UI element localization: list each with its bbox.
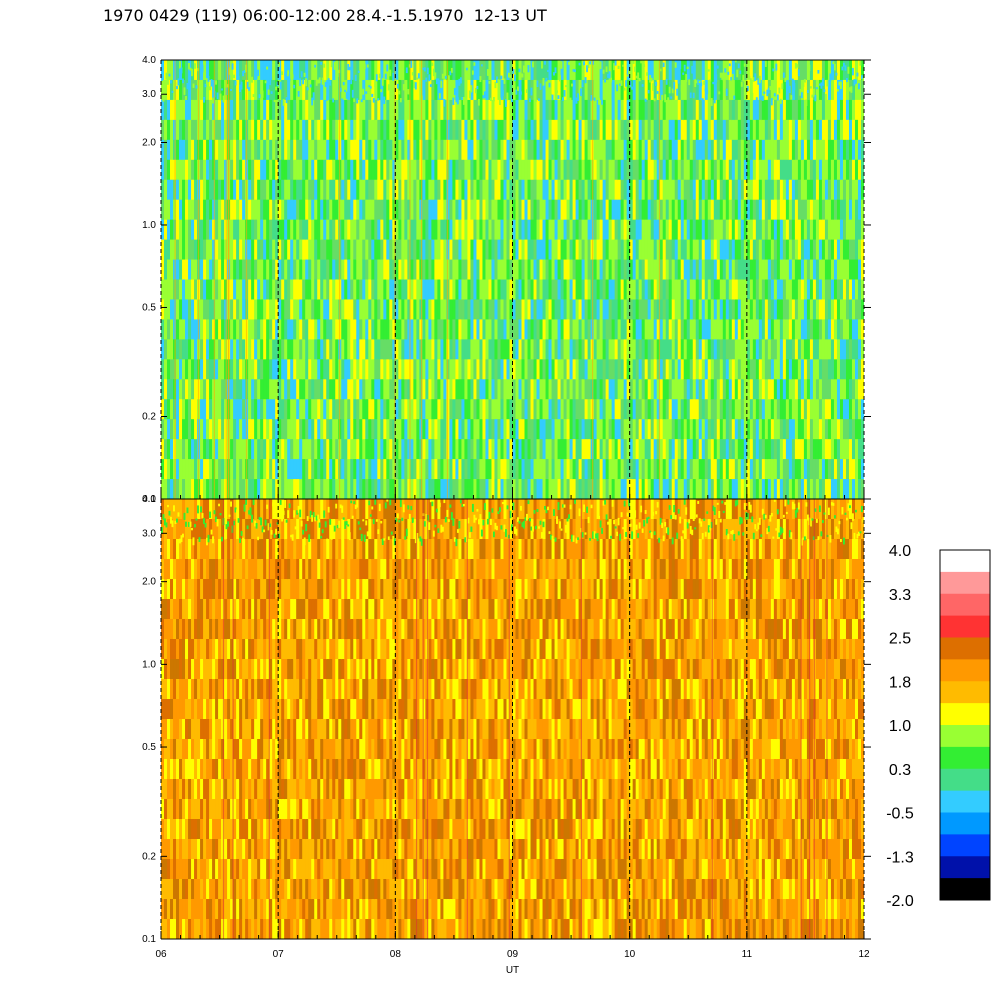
colorbar-swatch xyxy=(940,790,990,814)
colorbar-label: 1.8 xyxy=(889,674,911,691)
x-tick-label: 09 xyxy=(507,949,519,960)
lower-y-tick-label: 0.2 xyxy=(142,851,156,862)
lower-y-tick-label: 0.1 xyxy=(142,934,156,945)
colorbar-label: 3.3 xyxy=(889,587,911,604)
colorbar: 4.0 3.3 2.5 1.8 1.0 0.3 -0.5 -1.3 -2.0 xyxy=(886,543,991,910)
x-axis-label: UT xyxy=(506,965,519,976)
colorbar-swatch xyxy=(940,571,990,595)
colorbar-label: 0.3 xyxy=(889,762,911,779)
lower-y-tick-label: 1.0 xyxy=(142,659,156,670)
x-tick-label: 06 xyxy=(155,949,167,960)
colorbar-swatch xyxy=(940,812,990,835)
lower-y-tick-label: 2.0 xyxy=(142,577,156,588)
colorbar-label: 2.5 xyxy=(889,631,911,648)
x-tick-label: 12 xyxy=(858,949,870,960)
colorbar-swatch xyxy=(940,768,990,792)
colorbar-swatch xyxy=(940,659,990,682)
colorbar-swatch xyxy=(940,637,990,660)
x-tick-label: 10 xyxy=(624,949,636,960)
colorbar-label: 4.0 xyxy=(889,543,911,560)
colorbar-label: -1.3 xyxy=(886,849,914,866)
colorbar-swatch xyxy=(940,703,990,726)
chart-title: 1970 0429 (119) 06:00-12:00 28.4.-1.5.19… xyxy=(103,6,547,25)
upper-y-tick-label: 0.1 xyxy=(142,494,156,505)
x-tick-label: 08 xyxy=(390,949,402,960)
lower-y-tick-label: 4.0 xyxy=(142,494,156,505)
colorbar-frame xyxy=(939,549,991,901)
colorbar-label: -0.5 xyxy=(886,806,914,823)
colorbar-swatch xyxy=(940,593,990,617)
x-tick-label: 11 xyxy=(742,949,753,960)
colorbar-label: 1.0 xyxy=(889,718,911,735)
colorbar-swatch xyxy=(940,746,990,770)
upper-y-tick-label: 3.0 xyxy=(142,89,156,100)
colorbar-swatch xyxy=(940,856,990,879)
upper-y-tick-label: 0.5 xyxy=(142,302,156,313)
colorbar-swatch xyxy=(940,615,990,639)
upper-y-tick-label: 2.0 xyxy=(142,137,156,148)
colorbar-swatch xyxy=(940,834,990,857)
colorbar-swatch xyxy=(940,725,990,748)
lower-y-tick-label: 0.5 xyxy=(142,742,156,753)
colorbar-swatch xyxy=(940,681,990,704)
x-tick-label: 07 xyxy=(273,949,285,960)
colorbar-swatch xyxy=(940,878,990,901)
upper-y-tick-label: 0.2 xyxy=(142,412,156,423)
grid-and-axes: 0.10.20.51.02.03.04.00.10.20.51.02.03.04… xyxy=(142,55,871,976)
colorbar-label: -2.0 xyxy=(886,893,914,910)
upper-y-tick-label: 4.0 xyxy=(142,55,156,66)
upper-y-tick-label: 1.0 xyxy=(142,220,156,231)
colorbar-swatch xyxy=(940,550,990,573)
lower-y-tick-label: 3.0 xyxy=(142,528,156,539)
